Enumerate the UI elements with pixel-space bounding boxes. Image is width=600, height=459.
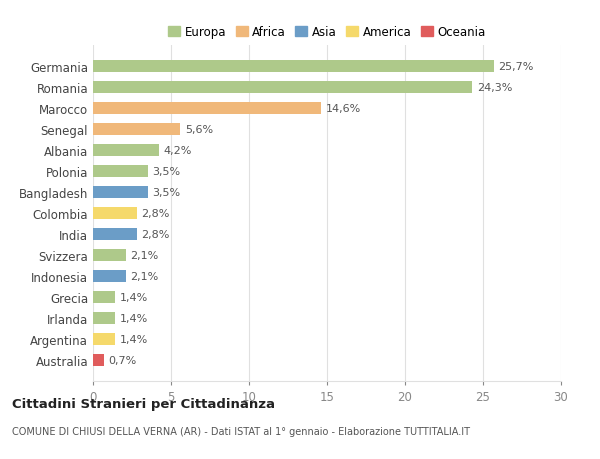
Bar: [93, 82, 472, 94]
Text: 0,7%: 0,7%: [109, 355, 137, 365]
Bar: [93, 145, 158, 157]
Text: 2,8%: 2,8%: [142, 208, 170, 218]
Text: 24,3%: 24,3%: [477, 83, 512, 93]
Text: 25,7%: 25,7%: [499, 62, 534, 72]
Bar: [93, 313, 115, 324]
Text: Cittadini Stranieri per Cittadinanza: Cittadini Stranieri per Cittadinanza: [12, 397, 275, 410]
Bar: [93, 250, 126, 261]
Text: 1,4%: 1,4%: [119, 334, 148, 344]
Bar: [93, 61, 494, 73]
Text: 5,6%: 5,6%: [185, 125, 213, 134]
Text: 1,4%: 1,4%: [119, 313, 148, 323]
Bar: [93, 333, 115, 345]
Bar: [93, 270, 126, 282]
Bar: [93, 103, 321, 114]
Text: 2,1%: 2,1%: [130, 250, 158, 260]
Bar: [93, 291, 115, 303]
Text: 3,5%: 3,5%: [152, 188, 181, 197]
Bar: [93, 229, 137, 240]
Bar: [93, 124, 181, 135]
Bar: [93, 166, 148, 177]
Text: 2,8%: 2,8%: [142, 230, 170, 239]
Text: 1,4%: 1,4%: [119, 292, 148, 302]
Text: 3,5%: 3,5%: [152, 167, 181, 177]
Bar: [93, 354, 104, 366]
Text: 14,6%: 14,6%: [325, 104, 361, 114]
Legend: Europa, Africa, Asia, America, Oceania: Europa, Africa, Asia, America, Oceania: [166, 23, 488, 41]
Text: 2,1%: 2,1%: [130, 271, 158, 281]
Bar: [93, 187, 148, 198]
Text: COMUNE DI CHIUSI DELLA VERNA (AR) - Dati ISTAT al 1° gennaio - Elaborazione TUTT: COMUNE DI CHIUSI DELLA VERNA (AR) - Dati…: [12, 426, 470, 436]
Text: 4,2%: 4,2%: [163, 146, 191, 156]
Bar: [93, 207, 137, 219]
